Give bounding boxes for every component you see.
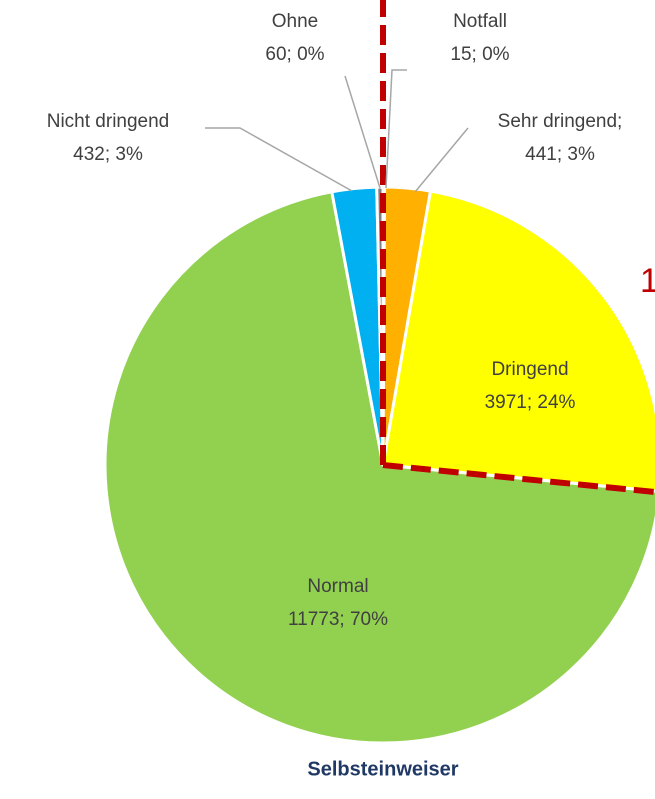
pie-slice <box>381 189 655 493</box>
slice-value-label: 11773; 70% <box>288 609 388 630</box>
slice-value-label: 441; 3% <box>525 144 595 165</box>
pie-slice <box>103 190 655 745</box>
slice-value-label: 15; 0% <box>450 44 509 65</box>
leader-line <box>205 127 353 192</box>
divider-line <box>382 462 655 495</box>
slice-value-label: 60; 0% <box>265 44 324 65</box>
leader-line <box>385 69 407 189</box>
slice-value-label: 432; 3% <box>73 144 143 165</box>
slice-label: Sehr dringend; <box>498 111 623 132</box>
slice-label: Normal <box>307 576 368 597</box>
leader-line <box>414 127 469 193</box>
leader-line <box>344 75 381 189</box>
slice-value-label: 3971; 24% <box>485 392 576 413</box>
slice-label: Notfall <box>453 11 507 32</box>
chart-title: Selbsteinweiser <box>307 758 458 780</box>
slice-label: Ohne <box>272 11 318 32</box>
annotation: 1 <box>640 262 655 300</box>
slice-label: Nicht dringend <box>47 111 170 132</box>
slice-label: Dringend <box>491 359 568 380</box>
